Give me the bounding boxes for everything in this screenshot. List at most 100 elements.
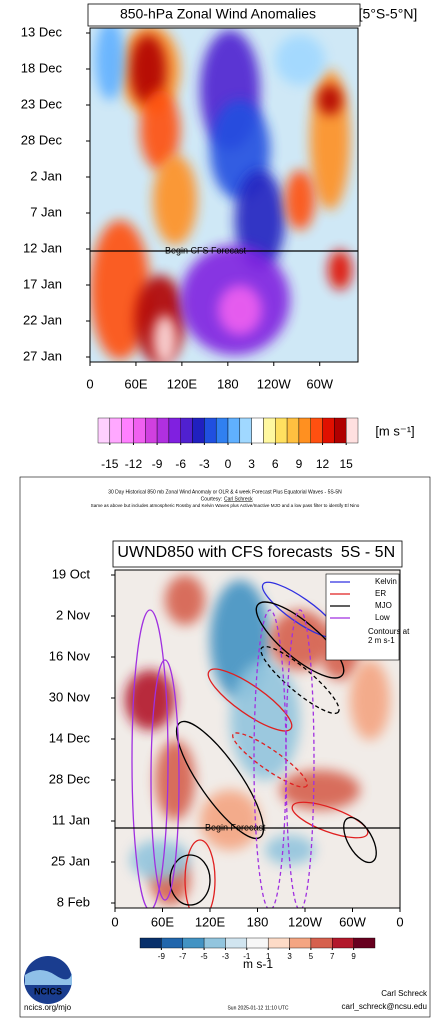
chart-subtitle: 5S - 5N bbox=[341, 544, 395, 561]
y-tick-label: 17 Jan bbox=[23, 276, 62, 291]
x-tick-label: 120E bbox=[167, 376, 198, 391]
y-tick-label: 16 Nov bbox=[49, 648, 91, 663]
logo-text: NCICS bbox=[34, 986, 62, 996]
footer-email: carl_schreck@ncsu.edu bbox=[342, 1002, 428, 1011]
colorbar-box bbox=[332, 937, 354, 949]
x-tick-label: 180 bbox=[247, 914, 269, 929]
x-tick-label: 60W bbox=[339, 914, 366, 929]
wave-contour bbox=[131, 609, 169, 908]
colorbar-label: -1 bbox=[243, 952, 251, 961]
colorbar-box bbox=[322, 417, 335, 444]
colorbar-box bbox=[227, 417, 241, 444]
legend-label: ER bbox=[375, 589, 386, 598]
colorbar-box bbox=[203, 937, 226, 949]
x-tick-label: 180 bbox=[217, 376, 239, 391]
y-tick-label: 7 Jan bbox=[30, 204, 62, 219]
colorbar-box bbox=[145, 417, 158, 444]
colorbar-label: 12 bbox=[316, 457, 330, 471]
x-tick-label: 120W bbox=[288, 914, 323, 929]
y-tick-label: 11 Jan bbox=[52, 812, 90, 827]
courtesy: Courtesy: bbox=[201, 496, 222, 502]
colorbar-label: -3 bbox=[199, 457, 210, 471]
header-line: 30 Day Historical 850 mb Zonal Wind Anom… bbox=[108, 489, 342, 495]
footer-link: ncics.org/mjo bbox=[24, 1003, 72, 1012]
colorbar-box bbox=[168, 417, 181, 444]
anomaly-blob bbox=[280, 770, 360, 810]
colorbar-box bbox=[204, 417, 217, 444]
colorbar-box bbox=[139, 937, 162, 949]
colorbar-box bbox=[345, 417, 359, 444]
colorbar-box bbox=[353, 937, 376, 949]
wave-contour bbox=[232, 732, 308, 788]
y-tick-label: 28 Dec bbox=[49, 771, 91, 786]
header-line: Same as above but includes atmospheric R… bbox=[91, 503, 360, 508]
anomaly-blob bbox=[90, 220, 150, 360]
colorbar-label: 0 bbox=[225, 457, 232, 471]
chart-title: UWND850 with CFS forecasts bbox=[117, 544, 332, 561]
colorbar-box bbox=[263, 417, 276, 444]
title-box bbox=[87, 3, 361, 27]
colorbar-box bbox=[275, 417, 288, 444]
colorbar-box bbox=[310, 937, 333, 949]
anomaly-blob bbox=[318, 85, 342, 115]
colorbar-label: 1 bbox=[266, 952, 271, 961]
anomaly-blob bbox=[235, 170, 285, 270]
wave-contour bbox=[184, 839, 216, 908]
plot-frame bbox=[89, 27, 359, 363]
wave-contour bbox=[285, 609, 315, 908]
colorbar-label: 7 bbox=[330, 952, 335, 961]
y-tick-label: 8 Feb bbox=[57, 894, 90, 909]
colorbar-box bbox=[109, 417, 122, 444]
colorbar-box bbox=[246, 937, 269, 949]
colorbar-box bbox=[251, 417, 264, 444]
title-box bbox=[112, 540, 403, 568]
y-tick-label: 30 Nov bbox=[49, 689, 91, 704]
y-tick-label: 13 Dec bbox=[21, 24, 63, 39]
colorbar-box bbox=[133, 417, 146, 444]
anomaly-blob bbox=[153, 155, 197, 245]
colorbar-box bbox=[161, 937, 183, 949]
y-tick-label: 14 Dec bbox=[49, 730, 91, 745]
y-tick-label: 28 Dec bbox=[21, 132, 63, 147]
forecast-annotation: Begin Forecast bbox=[205, 822, 266, 832]
x-tick-label: 0 bbox=[86, 376, 93, 391]
field bbox=[90, 28, 352, 362]
anomaly-blob bbox=[230, 660, 300, 780]
colorbar-label: 3 bbox=[287, 952, 292, 961]
x-tick-label: 60E bbox=[151, 914, 174, 929]
y-tick-label: 19 Oct bbox=[52, 566, 91, 581]
wave-contour bbox=[255, 601, 345, 679]
colorbar-label: -6 bbox=[175, 457, 186, 471]
colorbar-box bbox=[156, 417, 170, 444]
colorbar-label: 15 bbox=[340, 457, 354, 471]
x-tick-label: 120E bbox=[195, 914, 226, 929]
colorbar-box bbox=[286, 417, 300, 444]
courtesy-link[interactable]: Carl Schreck bbox=[224, 496, 253, 502]
y-tick-label: 2 Nov bbox=[56, 607, 90, 622]
logo-wave bbox=[25, 970, 72, 985]
wave-contour bbox=[343, 816, 377, 864]
anomaly-blob bbox=[153, 315, 177, 362]
footer-name: Carl Schreck bbox=[381, 989, 428, 998]
wave-contour bbox=[207, 668, 293, 732]
colorbar-label: 9 bbox=[351, 952, 356, 961]
colorbar-label: -5 bbox=[201, 952, 209, 961]
wave-contour bbox=[260, 645, 340, 715]
anomaly-blob bbox=[270, 610, 330, 670]
colorbar-label: 5 bbox=[309, 952, 314, 961]
legend-label: Low bbox=[375, 613, 390, 622]
field bbox=[125, 575, 390, 908]
chart-title: 850-hPa Zonal Wind Anomalies bbox=[120, 6, 316, 22]
anomaly-blob bbox=[275, 35, 325, 85]
colorbar-label: -15 bbox=[101, 457, 119, 471]
colorbar-box bbox=[192, 417, 205, 444]
colorbar-units: [m s⁻¹] bbox=[375, 423, 414, 438]
anomaly-blob bbox=[265, 835, 315, 865]
footer-timestamp: Sun 2025-01-12 11:10 UTC bbox=[227, 1005, 288, 1011]
colorbar-box bbox=[215, 417, 229, 444]
y-tick-label: 23 Dec bbox=[21, 96, 63, 111]
x-tick-label: 120W bbox=[257, 376, 292, 391]
colorbar-box bbox=[289, 937, 312, 949]
anomaly-blob bbox=[285, 170, 315, 230]
anomaly-blob bbox=[140, 90, 180, 170]
